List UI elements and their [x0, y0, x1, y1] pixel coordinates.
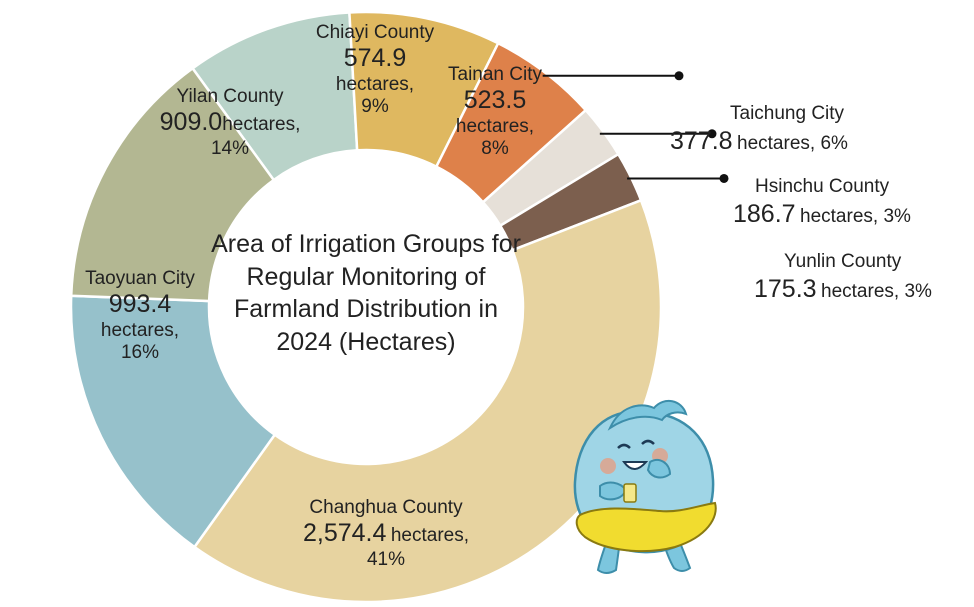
slice-name: Chiayi County	[315, 22, 435, 43]
slice-unit: hectares	[737, 132, 810, 154]
slice-unit: hectares	[821, 280, 894, 302]
slice-value: 186.7	[733, 199, 796, 228]
slice-label-chiayi: Chiayi County 574.9 hectares, 9%	[300, 22, 450, 119]
leader-dot	[707, 129, 717, 139]
slice-percent: 8%	[481, 138, 509, 160]
donut-slice-taoyuan-city	[69, 294, 277, 549]
slice-label-yilan: Yilan County 909.0hectares, 14%	[130, 86, 330, 160]
slice-percent: 3%	[904, 280, 932, 302]
slice-percent: 14%	[210, 137, 250, 159]
slice-percent: 6%	[820, 132, 848, 154]
slice-label-tainan: Tainan City 523.5 hectares, 8%	[430, 64, 560, 161]
slice-unit: hectares	[800, 205, 873, 227]
slice-value: 574.9	[343, 44, 407, 73]
chart-title: Area of Irrigation Groups for Regular Mo…	[211, 230, 521, 356]
slice-unit: hectares	[390, 525, 464, 547]
slice-name: Taoyuan City	[85, 268, 195, 289]
slice-percent: 16%	[120, 342, 160, 364]
slice-value: 175.3	[754, 274, 817, 303]
slice-value: 377.8	[670, 126, 733, 155]
leader-dot	[674, 71, 684, 81]
slice-percent: 9%	[361, 96, 389, 118]
slice-unit: hectares	[455, 115, 529, 137]
slice-name: Yilan County	[176, 86, 284, 107]
slice-unit: hectares	[222, 114, 296, 136]
slice-value: 993.4	[108, 290, 172, 319]
slice-label-hsinchu: Hsinchu County 186.7 hectares, 3%	[733, 176, 911, 228]
slice-value: 2,574.4	[302, 519, 387, 548]
slice-name: Changhua County	[309, 497, 463, 518]
slice-label-taoyuan: Taoyuan City 993.4 hectares, 16%	[85, 268, 195, 364]
slice-value: 523.5	[463, 86, 527, 115]
leader-dot	[719, 173, 729, 183]
slice-label-yunlin: Yunlin County 175.3 hectares, 3%	[754, 251, 932, 303]
slice-name: Yunlin County	[784, 251, 902, 272]
slice-label-changhua: Changhua County 2,574.4 hectares, 41%	[256, 497, 516, 571]
slice-unit: hectares	[100, 319, 174, 341]
slice-name: Tainan City	[448, 64, 542, 85]
slice-percent: 41%	[366, 548, 406, 570]
slice-unit: hectares	[335, 73, 409, 95]
slice-name: Hsinchu County	[755, 176, 890, 197]
donut-slice-yilan-county	[69, 66, 276, 303]
slice-value: 909.0	[159, 108, 223, 137]
slice-name: Taichung City	[730, 103, 845, 124]
slice-percent: 3%	[883, 205, 911, 227]
slice-label-taichung: Taichung City 377.8 hectares, 6%	[670, 103, 848, 155]
